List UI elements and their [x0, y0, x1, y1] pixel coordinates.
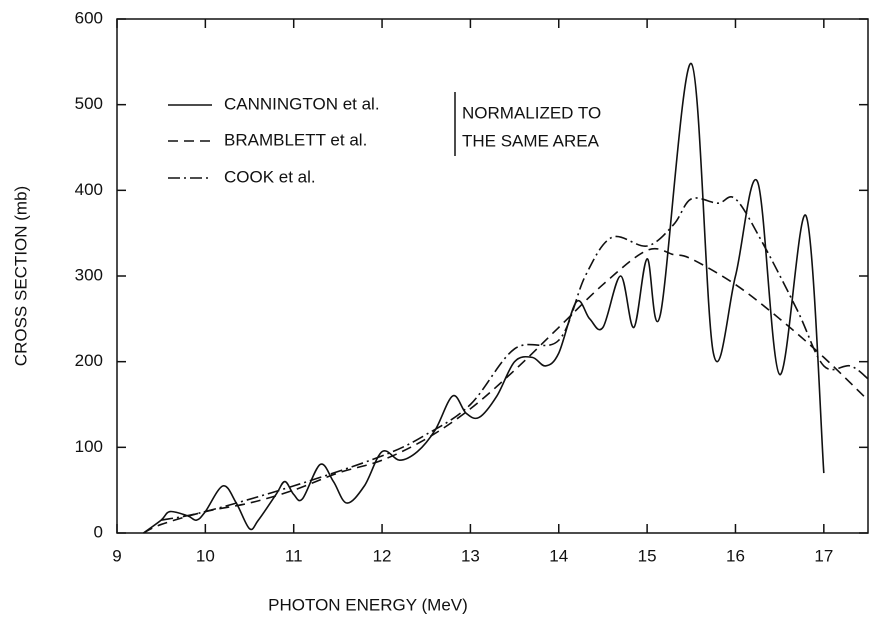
series-line	[161, 196, 869, 521]
legend-label: BRAMBLETT et al.	[224, 130, 367, 149]
y-tick-label: 300	[75, 265, 103, 284]
x-tick-label: 17	[814, 546, 833, 565]
x-tick-label: 9	[112, 546, 121, 565]
x-tick-label: 13	[461, 546, 480, 565]
y-tick-label: 200	[75, 351, 103, 370]
y-tick-label: 100	[75, 437, 103, 456]
x-tick-label: 10	[196, 546, 215, 565]
x-axis-label: PHOTON ENERGY (MeV)	[268, 595, 468, 614]
series-line	[143, 62, 825, 534]
y-tick-label: 400	[75, 180, 103, 199]
x-tick-label: 16	[726, 546, 745, 565]
x-tick-label: 14	[549, 546, 568, 565]
series-line	[143, 247, 869, 534]
x-tick-label: 11	[285, 546, 303, 565]
legend-label: CANNINGTON et al.	[224, 94, 380, 113]
y-axis-label: CROSS SECTION (mb)	[11, 186, 30, 366]
x-tick-label: 12	[373, 546, 392, 565]
annotation: NORMALIZED TO	[462, 103, 601, 122]
y-tick-label: 600	[75, 8, 103, 27]
legend-label: COOK et al.	[224, 167, 316, 186]
annotation: THE SAME AREA	[462, 131, 600, 150]
y-tick-label: 500	[75, 94, 103, 113]
y-tick-label: 0	[94, 522, 103, 541]
x-tick-label: 15	[638, 546, 657, 565]
